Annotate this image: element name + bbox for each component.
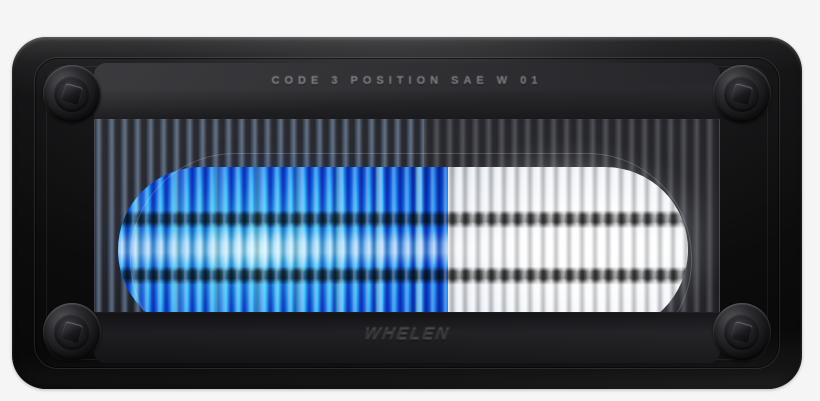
mounting-bolt-top-right bbox=[713, 65, 771, 123]
illuminated-led-oval bbox=[118, 167, 688, 313]
brand-logo-text: WHELEN bbox=[362, 325, 452, 344]
mounting-bolt-bottom-left bbox=[43, 303, 101, 361]
lens-bottom-band: WHELEN bbox=[94, 312, 720, 363]
mounting-bolt-bottom-right bbox=[713, 303, 771, 361]
mounting-bolt-top-left bbox=[43, 65, 101, 123]
led-emission-area bbox=[94, 119, 720, 313]
certification-text: CODE 3 POSITION SAE W 01 bbox=[271, 75, 543, 87]
black-light-housing: CODE 3 POSITION SAE W 01 bbox=[12, 37, 802, 389]
clear-fluted-lens: CODE 3 POSITION SAE W 01 bbox=[94, 63, 720, 363]
lens-top-band: CODE 3 POSITION SAE W 01 bbox=[94, 63, 720, 120]
oval-flute-shadows bbox=[118, 167, 688, 313]
oval-flute-highlights bbox=[118, 167, 688, 313]
